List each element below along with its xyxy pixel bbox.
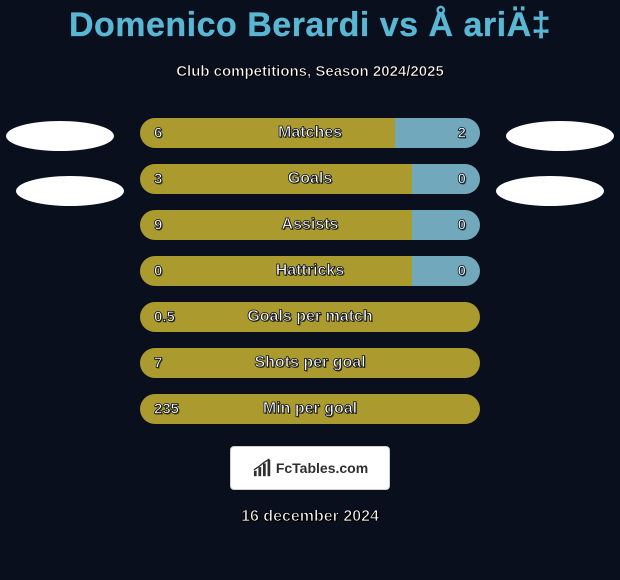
- stat-row: Shots per goal7: [140, 348, 480, 378]
- stat-value-right: 0: [458, 171, 466, 188]
- stat-bar-right: [412, 256, 480, 286]
- stats-list: Matches62Goals30Assists90Hattricks00Goal…: [0, 118, 620, 424]
- stat-bar-right: [412, 164, 480, 194]
- stat-bar-left: [140, 348, 480, 378]
- comparison-widget: Domenico Berardi vs Å ariÄ‡ Club competi…: [0, 0, 620, 580]
- stat-row: Assists90: [140, 210, 480, 240]
- stat-value-left: 3: [154, 171, 162, 188]
- stat-value-left: 0: [154, 263, 162, 280]
- stat-bar-left: [140, 256, 412, 286]
- stat-row: Goals per match0.5: [140, 302, 480, 332]
- stat-row: Matches62: [140, 118, 480, 148]
- date-label: 16 december 2024: [0, 508, 620, 526]
- stat-value-right: 0: [458, 263, 466, 280]
- stat-value-left: 6: [154, 125, 162, 142]
- logo-text: FcTables.com: [276, 460, 368, 476]
- stat-bar-left: [140, 210, 412, 240]
- stat-bar-left: [140, 394, 480, 424]
- stat-bar-right: [412, 210, 480, 240]
- player-right-badge-top: [506, 121, 614, 151]
- player-left-badge-top: [6, 121, 114, 151]
- stat-value-right: 2: [458, 125, 466, 142]
- stat-bar-right: [395, 118, 480, 148]
- logo-chart-icon: [252, 458, 274, 478]
- fctables-logo: FcTables.com: [230, 446, 390, 490]
- stat-value-left: 7: [154, 355, 162, 372]
- subtitle: Club competitions, Season 2024/2025: [0, 63, 620, 80]
- stat-row: Goals30: [140, 164, 480, 194]
- player-left-badge-bottom: [16, 176, 124, 206]
- player-right-badge-bottom: [496, 176, 604, 206]
- stat-row: Min per goal235: [140, 394, 480, 424]
- stat-bar-left: [140, 164, 412, 194]
- stat-row: Hattricks00: [140, 256, 480, 286]
- page-title: Domenico Berardi vs Å ariÄ‡: [0, 6, 620, 45]
- stat-value-left: 9: [154, 217, 162, 234]
- stat-value-right: 0: [458, 217, 466, 234]
- stat-value-left: 235: [154, 401, 179, 418]
- stat-bar-left: [140, 118, 395, 148]
- stat-bar-left: [140, 302, 480, 332]
- stat-value-left: 0.5: [154, 309, 175, 326]
